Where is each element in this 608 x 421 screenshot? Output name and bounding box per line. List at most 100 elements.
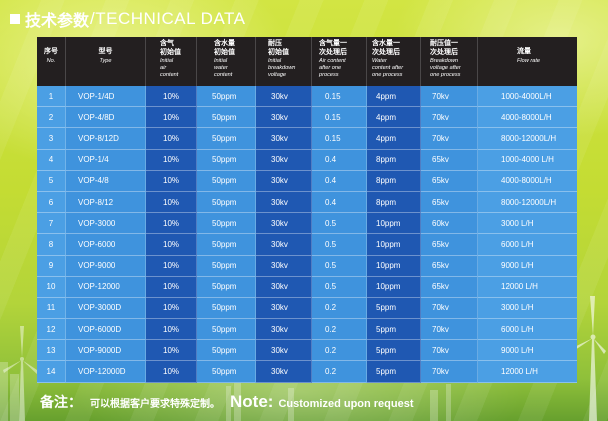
cell-initial-breakdown-voltage: 30kv [256, 213, 312, 235]
cell-flow-rate: 6000 L/H [478, 319, 577, 341]
cell-initial-water-content: 50ppm [197, 255, 256, 277]
cell-water-content-after: 10ppm [367, 255, 421, 277]
cell-water-content-after: 5ppm [367, 340, 421, 362]
table-row: 1 VOP-1/4D 10% 50ppm 30kv 0.15 4ppm 70kv… [37, 86, 577, 108]
cell-type: VOP-8/12D [66, 128, 146, 150]
header-initial-breakdown-voltage-en: Initial breakdown voltage [268, 58, 296, 78]
cell-flow-rate: 12000 L/H [478, 276, 577, 298]
cell-initial-breakdown-voltage: 30kv [256, 255, 312, 277]
cell-breakdown-voltage-after: 65kv [421, 149, 478, 171]
table-row: 11 VOP-3000D 10% 50ppm 30kv 0.2 5ppm 70k… [37, 297, 577, 320]
note-label-en: Note: [230, 392, 274, 411]
cell-breakdown-voltage-after: 60kv [421, 213, 478, 235]
header-initial-water-content: 含水量 初始值 Initial water content [197, 37, 256, 86]
note-label-zh: 备注： [40, 394, 82, 410]
cell-type: VOP-12000 [66, 276, 146, 298]
cell-initial-breakdown-voltage: 30kv [256, 191, 312, 214]
cell-air-content-after: 0.15 [312, 128, 367, 150]
table-row: 10 VOP-12000 10% 50ppm 30kv 0.5 10ppm 65… [37, 276, 577, 298]
cell-type: VOP-9000D [66, 340, 146, 362]
cell-breakdown-voltage-after: 70kv [421, 107, 478, 129]
technical-data-table: 序号 No. 型号 Type 含气 初始值 Initial air content 含… [37, 37, 577, 383]
cell-water-content-after: 4ppm [367, 86, 421, 108]
cell-initial-air-content: 10% [146, 128, 197, 150]
cell-initial-water-content: 50ppm [197, 234, 256, 256]
cell-no: 7 [37, 213, 66, 235]
note-text-en: Customized upon request [278, 398, 414, 410]
cell-no: 9 [37, 255, 66, 277]
cell-air-content-after: 0.5 [312, 213, 367, 235]
cell-breakdown-voltage-after: 70kv [421, 297, 478, 320]
header-initial-water-content-en: Initial water content [214, 58, 233, 78]
cell-initial-water-content: 50ppm [197, 170, 256, 192]
wind-turbine-illustration [3, 326, 40, 421]
header-type-en: Type [99, 57, 112, 64]
header-air-content-after-en: Air content after one process [319, 58, 346, 78]
note-section: 备注： 可以根据客户要求特殊定制。 Note: Customized upon … [40, 392, 414, 414]
cell-no: 4 [37, 149, 66, 171]
cell-water-content-after: 8ppm [367, 191, 421, 214]
cell-no: 14 [37, 361, 66, 383]
page-title-zh: 技术参数 [25, 13, 90, 30]
table-row: 6 VOP-8/12 10% 50ppm 30kv 0.4 8ppm 65kv … [37, 191, 577, 214]
header-water-content-after: 含水量一 次处理后 Water content after one process [367, 37, 421, 86]
cell-breakdown-voltage-after: 70kv [421, 319, 478, 341]
header-flow-rate-en: Flow rate [517, 57, 541, 64]
cell-flow-rate: 1000-4000 L/H [478, 149, 577, 171]
cell-initial-air-content: 10% [146, 191, 197, 214]
page-title: 技术参数 /TECHNICAL DATA [10, 9, 246, 30]
cell-initial-air-content: 10% [146, 86, 197, 108]
cell-air-content-after: 0.2 [312, 340, 367, 362]
cell-no: 11 [37, 297, 66, 320]
cell-air-content-after: 0.2 [312, 297, 367, 320]
cell-air-content-after: 0.4 [312, 191, 367, 214]
cell-no: 6 [37, 191, 66, 214]
table-row: 5 VOP-4/8 10% 50ppm 30kv 0.4 8ppm 65kv 4… [37, 170, 577, 192]
cell-flow-rate: 9000 L/H [478, 255, 577, 277]
cell-air-content-after: 0.5 [312, 276, 367, 298]
cell-type: VOP-3000 [66, 213, 146, 235]
cell-flow-rate: 4000-8000L/H [478, 107, 577, 129]
table-row: 2 VOP-4/8D 10% 50ppm 30kv 0.15 4ppm 70kv… [37, 107, 577, 129]
cell-initial-air-content: 10% [146, 170, 197, 192]
cell-initial-water-content: 50ppm [197, 361, 256, 383]
cell-type: VOP-12000D [66, 361, 146, 383]
cell-water-content-after: 5ppm [367, 319, 421, 341]
cell-type: VOP-4/8 [66, 170, 146, 192]
cell-air-content-after: 0.5 [312, 234, 367, 256]
cell-no: 10 [37, 276, 66, 298]
cell-initial-breakdown-voltage: 30kv [256, 361, 312, 383]
cell-initial-breakdown-voltage: 30kv [256, 86, 312, 108]
cell-initial-water-content: 50ppm [197, 149, 256, 171]
cell-air-content-after: 0.4 [312, 149, 367, 171]
cell-air-content-after: 0.2 [312, 361, 367, 383]
cell-initial-breakdown-voltage: 30kv [256, 234, 312, 256]
cell-initial-air-content: 10% [146, 213, 197, 235]
cell-initial-breakdown-voltage: 30kv [256, 128, 312, 150]
header-no: 序号 No. [37, 37, 66, 86]
note-text-zh: 可以根据客户要求特殊定制。 [90, 399, 220, 410]
cell-type: VOP-9000 [66, 255, 146, 277]
table-body: 1 VOP-1/4D 10% 50ppm 30kv 0.15 4ppm 70kv… [37, 86, 577, 383]
header-initial-air-content-en: Initial air content [160, 58, 179, 78]
cell-breakdown-voltage-after: 65kv [421, 191, 478, 214]
header-air-content-after-zh: 含气量一 次处理后 [319, 40, 347, 56]
cell-water-content-after: 10ppm [367, 213, 421, 235]
cell-air-content-after: 0.4 [312, 170, 367, 192]
table-row: 3 VOP-8/12D 10% 50ppm 30kv 0.15 4ppm 70k… [37, 128, 577, 150]
cell-flow-rate: 3000 L/H [478, 213, 577, 235]
cell-no: 1 [37, 86, 66, 108]
cell-initial-breakdown-voltage: 30kv [256, 149, 312, 171]
square-icon [10, 14, 20, 24]
cell-no: 8 [37, 234, 66, 256]
table-row: 9 VOP-9000 10% 50ppm 30kv 0.5 10ppm 65kv… [37, 255, 577, 277]
cell-initial-water-content: 50ppm [197, 128, 256, 150]
cell-type: VOP-3000D [66, 297, 146, 320]
cell-flow-rate: 8000-12000L/H [478, 191, 577, 214]
cell-initial-breakdown-voltage: 30kv [256, 170, 312, 192]
cell-initial-water-content: 50ppm [197, 191, 256, 214]
table-row: 12 VOP-6000D 10% 50ppm 30kv 0.2 5ppm 70k… [37, 319, 577, 341]
header-initial-breakdown-voltage-zh: 耐压 初始值 [268, 40, 289, 56]
